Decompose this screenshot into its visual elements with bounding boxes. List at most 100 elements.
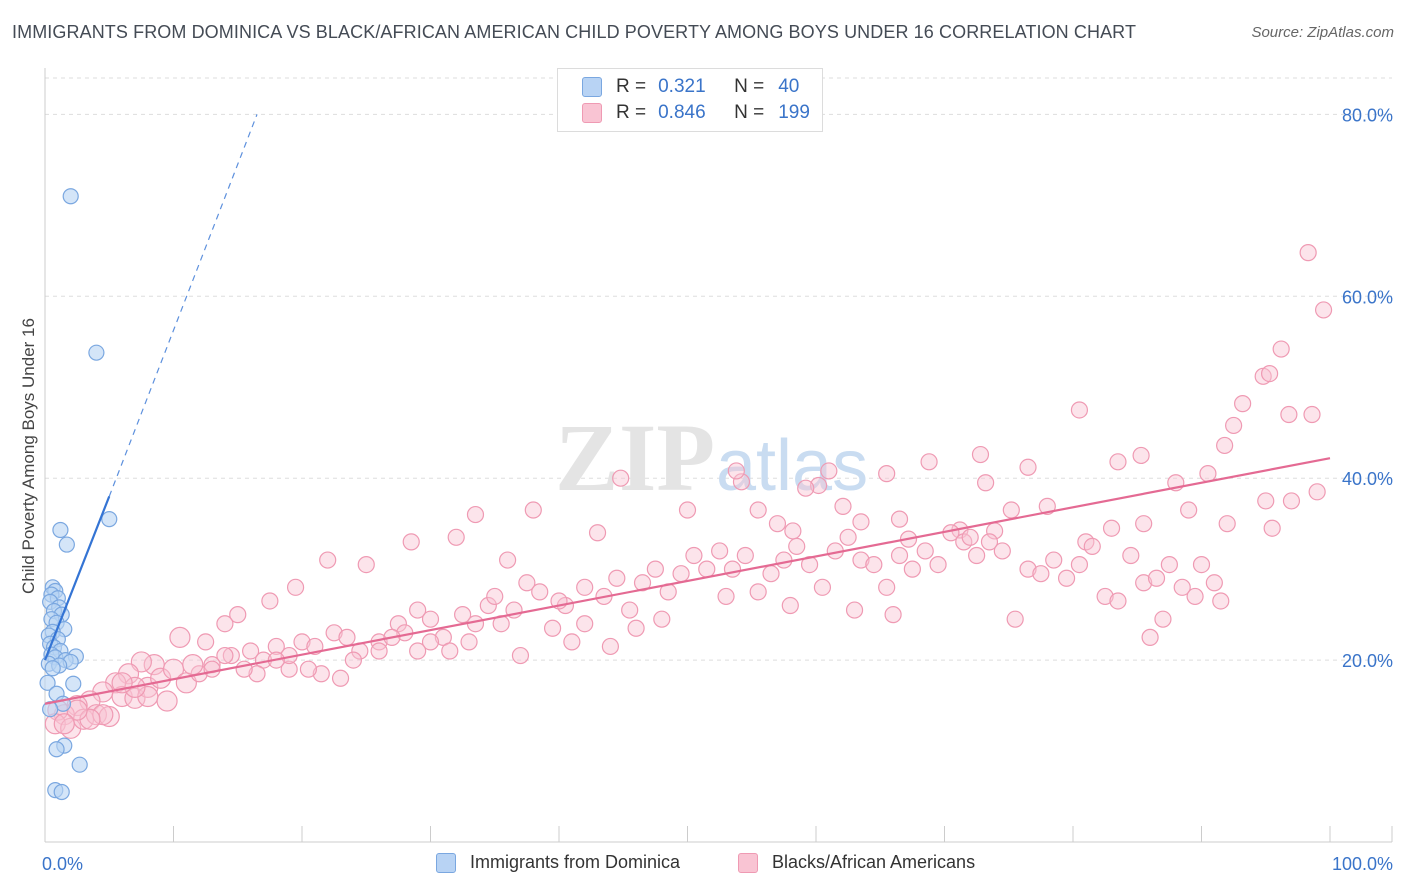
legend-row-blacks: R = 0.846 N = 199 <box>582 101 810 125</box>
data-point-blacks <box>1070 555 1089 574</box>
data-point-blacks <box>156 690 178 712</box>
trend-line-dominica <box>43 495 111 661</box>
data-point-blacks <box>1019 560 1037 578</box>
data-point-blacks <box>852 513 870 531</box>
data-point-blacks <box>216 646 234 665</box>
data-point-blacks <box>325 624 343 642</box>
data-point-blacks <box>299 660 318 678</box>
data-point-blacks <box>1032 565 1050 583</box>
data-point-blacks <box>441 642 459 660</box>
data-point-blacks <box>338 628 356 646</box>
data-point-blacks <box>1257 492 1275 510</box>
data-point-blacks <box>242 642 260 660</box>
data-point-blacks <box>1135 574 1153 592</box>
data-point-blacks <box>1282 492 1301 510</box>
data-point-blacks <box>466 615 485 633</box>
data-point-blacks <box>447 528 465 546</box>
bottom-legend-label-dominica: Immigrants from Dominica <box>470 852 681 872</box>
data-point-blacks <box>1212 592 1230 610</box>
data-point-blacks <box>929 555 947 574</box>
data-point-blacks <box>1160 555 1178 574</box>
data-point-blacks <box>1132 446 1150 465</box>
data-point-blacks <box>267 637 285 656</box>
data-point-blacks <box>182 654 204 676</box>
legend-n-label: N = <box>734 76 765 97</box>
data-point-blacks <box>1205 574 1223 592</box>
data-point-blacks <box>1135 515 1153 533</box>
x-tick-label: 0.0% <box>42 854 83 874</box>
data-point-blacks <box>788 537 806 556</box>
data-point-blacks <box>248 665 266 683</box>
legend-n-value: 40 <box>778 76 800 97</box>
data-point-blacks <box>627 619 645 637</box>
data-point-blacks <box>653 610 671 628</box>
data-point-blacks <box>717 587 735 606</box>
data-point-blacks <box>531 583 549 601</box>
data-point-blacks <box>421 633 440 651</box>
data-point-blacks <box>890 546 909 565</box>
data-point-blacks <box>762 565 780 583</box>
data-point-blacks <box>1109 453 1127 471</box>
data-point-blacks <box>608 569 626 587</box>
data-point-blacks <box>1154 610 1172 628</box>
data-point-blacks <box>1102 519 1121 537</box>
data-point-blacks <box>980 533 999 551</box>
data-point-blacks <box>421 610 440 628</box>
data-point-blacks <box>1173 578 1191 596</box>
y-tick-label: 20.0% <box>1342 651 1393 671</box>
data-point-blacks <box>1186 587 1204 606</box>
data-point-blacks <box>486 587 504 606</box>
data-point-blacks <box>576 578 594 596</box>
data-point-blacks <box>723 560 742 578</box>
data-point-blacks <box>852 551 870 569</box>
data-point-blacks <box>92 704 114 726</box>
data-point-blacks <box>971 445 990 464</box>
data-point-blacks <box>1147 569 1166 587</box>
data-point-blacks <box>454 606 472 624</box>
data-point-blacks <box>293 633 311 651</box>
data-point-blacks <box>524 501 542 519</box>
chart-title: IMMIGRANTS FROM DOMINICA VS BLACK/AFRICA… <box>12 22 1137 42</box>
data-point-blacks <box>1261 364 1279 383</box>
data-point-blacks <box>612 469 630 487</box>
data-point-blacks <box>1083 537 1101 556</box>
data-point-dominica <box>71 756 88 773</box>
data-point-blacks <box>344 651 362 669</box>
data-point-dominica <box>53 783 70 801</box>
trend-line-blacks <box>44 457 1331 705</box>
data-point-blacks <box>1280 405 1298 424</box>
data-point-blacks <box>903 560 921 578</box>
data-point-blacks <box>203 660 221 678</box>
legend-swatch-blacks <box>582 103 602 123</box>
data-point-dominica <box>42 701 59 718</box>
data-point-blacks <box>402 533 420 551</box>
data-point-blacks <box>698 560 716 578</box>
y-tick-label: 80.0% <box>1342 105 1393 125</box>
data-point-blacks <box>312 665 330 683</box>
bottom-legend-dominica: Immigrants from Dominica <box>436 852 680 873</box>
data-point-blacks <box>672 565 690 583</box>
data-point-blacks <box>1180 501 1198 519</box>
data-point-blacks <box>576 615 594 633</box>
data-point-blacks <box>197 633 215 651</box>
data-point-blacks <box>479 596 497 615</box>
data-point-blacks <box>511 646 530 665</box>
data-point-blacks <box>813 578 832 596</box>
bottom-legend-swatch-dominica <box>436 852 456 873</box>
data-point-blacks <box>460 633 478 651</box>
data-point-blacks <box>1234 395 1252 413</box>
data-point-blacks <box>977 474 995 492</box>
data-point-blacks <box>409 642 427 660</box>
legend-r-label: R = <box>616 102 647 123</box>
legend-r-value: 0.846 <box>658 102 706 123</box>
data-point-blacks <box>222 646 240 665</box>
data-point-blacks <box>633 574 652 592</box>
data-point-blacks <box>1314 301 1333 319</box>
data-point-blacks <box>678 501 697 519</box>
data-point-blacks <box>621 601 639 619</box>
data-point-blacks <box>797 479 815 497</box>
data-point-dominica <box>44 660 61 677</box>
data-point-blacks <box>711 542 729 560</box>
data-point-blacks <box>331 669 350 687</box>
